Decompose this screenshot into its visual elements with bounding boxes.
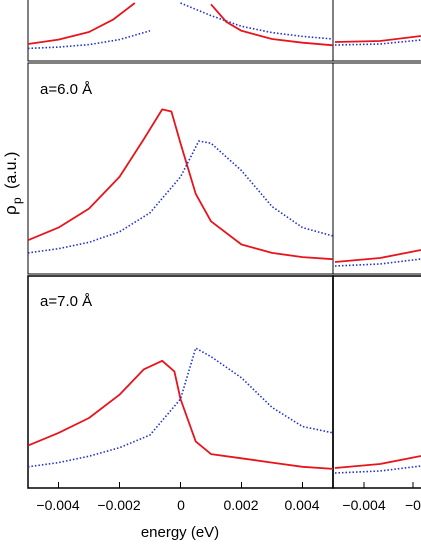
panel-annotation-middle: a=6.0 Å [40, 81, 92, 98]
panel-top-left-frame [27, 0, 334, 62]
x-tick-label: 0 [177, 497, 185, 513]
x-tick-label: 0.002 [223, 497, 258, 513]
dotted-series-line [180, 2, 333, 40]
dotted-series-line [28, 30, 151, 50]
panel-middle-right-frame [332, 62, 421, 275]
panel-1-series-group [28, 108, 333, 261]
dotted-series-line [28, 140, 333, 254]
right-curves-layer [334, 35, 421, 474]
y-axis-label-subscript: p [10, 197, 24, 204]
y-axis-label-unit: (a.u.) [3, 152, 20, 189]
x-axis-ticks [58, 482, 414, 488]
panel-2-series-group [28, 347, 333, 470]
curves-layer [28, 2, 333, 470]
solid-series-line [28, 359, 333, 470]
panel-0-series-group [28, 2, 333, 50]
x-tick-label: −0.002 [97, 497, 140, 513]
panel-bottom-right-frame [332, 275, 421, 489]
solid-series-line [210, 3, 333, 47]
right-panel-series-stub [334, 39, 421, 46]
dotted-series-line [28, 347, 333, 468]
right-panel-series-stub [334, 35, 421, 43]
x-tick-label-right: −0.004 [342, 497, 385, 513]
x-axis-label: energy (eV) [141, 524, 219, 541]
right-panel-series-stub [334, 249, 421, 263]
right-panel-series-stub [334, 465, 421, 474]
panel-top-right-frame [332, 0, 421, 62]
right-panel-series-stub [334, 455, 421, 469]
y-axis-label-rho: ρ [1, 205, 20, 215]
x-tick-label: 0.004 [284, 497, 319, 513]
solid-series-line [28, 2, 136, 45]
panel-annotation-bottom: a=7.0 Å [40, 293, 92, 310]
x-tick-label: −0.004 [36, 497, 79, 513]
y-axis-label: ρ p (a.u.) [1, 152, 24, 215]
solid-series-line [28, 108, 333, 261]
right-panel-series-stub [334, 258, 421, 267]
x-tick-label-right: −0 [405, 497, 421, 513]
